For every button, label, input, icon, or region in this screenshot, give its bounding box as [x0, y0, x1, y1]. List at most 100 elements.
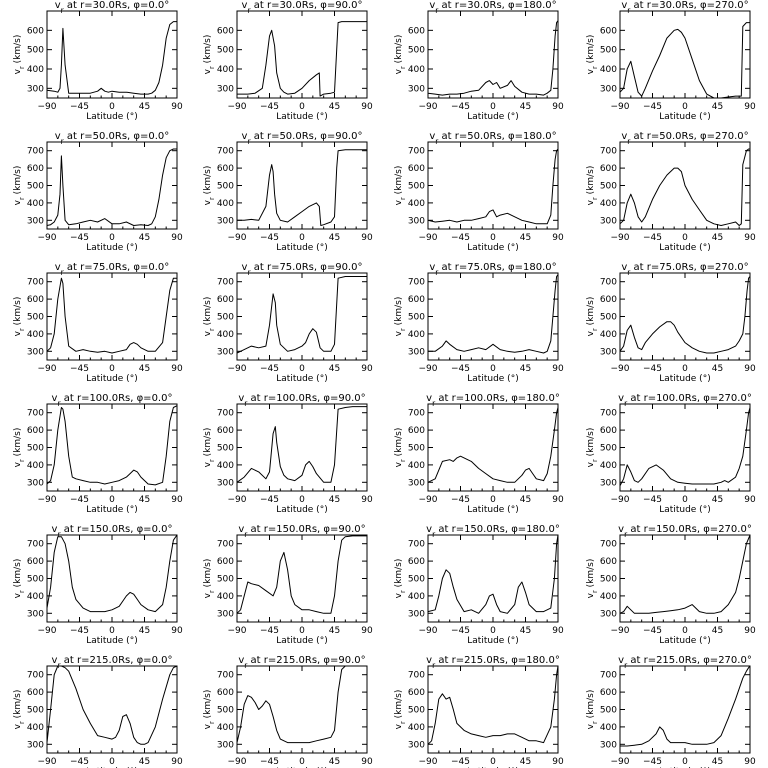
x-axis-label: Latitude (°) — [86, 636, 137, 646]
plot-frame — [236, 534, 368, 623]
x-tick-label: −90 — [419, 102, 438, 112]
x-tick-label: 0 — [682, 102, 688, 112]
series-line — [236, 665, 367, 744]
x-tick-label: −45 — [451, 102, 470, 112]
y-axis-label: vr (km/s) — [13, 428, 26, 468]
y-tick-label: 600 — [217, 426, 234, 436]
y-axis-label: vr (km/s) — [13, 297, 26, 337]
y-tick-label: 500 — [217, 706, 234, 716]
panel-12: vr at r=75.0Rs, φ=270.0° −90 −45 0 45 90 300 40… — [586, 262, 756, 384]
y-tick-label: 400 — [408, 330, 425, 340]
x-tick-label: −90 — [611, 626, 630, 636]
panel-16: vr at r=100.0Rs, φ=270.0° −90 −45 0 45 90 300 4… — [586, 393, 756, 515]
panel-title: vr at r=215.0Rs, φ=0.0° — [52, 655, 173, 670]
y-axis-label: vr (km/s) — [394, 297, 407, 337]
y-tick-label: 300 — [217, 609, 234, 619]
x-tick-label: −45 — [70, 757, 89, 767]
x-tick-label: −90 — [611, 757, 630, 767]
y-tick-label: 600 — [408, 164, 425, 174]
plot-frame — [46, 665, 178, 754]
y-tick-label: 400 — [408, 65, 425, 75]
y-tick-label: 300 — [27, 347, 44, 357]
y-axis-label: vr (km/s) — [13, 690, 26, 730]
x-tick-label: 0 — [490, 757, 496, 767]
x-tick-label: 90 — [744, 757, 756, 767]
x-axis-label: Latitude (°) — [276, 112, 327, 122]
series-line — [236, 535, 367, 614]
x-tick-label: 45 — [712, 364, 723, 374]
series-line — [236, 406, 367, 483]
x-axis-label: Latitude (°) — [86, 505, 137, 515]
x-tick-label: 0 — [682, 364, 688, 374]
x-tick-label: −90 — [228, 364, 247, 374]
y-tick-label: 700 — [217, 671, 234, 681]
y-tick-label: 400 — [217, 592, 234, 602]
y-tick-label: 300 — [600, 740, 617, 750]
y-axis-label: vr (km/s) — [586, 297, 599, 337]
x-tick-label: −90 — [611, 233, 630, 243]
x-tick-label: −90 — [228, 757, 247, 767]
x-tick-label: 45 — [712, 233, 723, 243]
x-tick-label: 0 — [109, 757, 115, 767]
x-tick-label: 45 — [712, 757, 723, 767]
x-tick-label: 90 — [744, 495, 756, 505]
y-tick-label: 600 — [408, 26, 425, 36]
x-tick-label: 90 — [171, 757, 183, 767]
x-tick-label: −90 — [38, 364, 57, 374]
panel-15: vr at r=100.0Rs, φ=180.0° −90 −45 0 45 90 300 4… — [394, 393, 564, 515]
y-tick-label: 600 — [27, 164, 44, 174]
series-line — [620, 665, 751, 747]
series-line — [427, 407, 559, 483]
x-axis-label: Latitude (°) — [276, 243, 327, 253]
panel-title: vr at r=50.0Rs, φ=270.0° — [621, 131, 748, 146]
y-tick-label: 300 — [27, 740, 44, 750]
x-tick-label: 0 — [682, 233, 688, 243]
y-tick-label: 500 — [408, 46, 425, 56]
y-tick-label: 500 — [217, 575, 234, 585]
panel-13: vr at r=100.0Rs, φ=0.0° −90 −45 0 45 90 300 400… — [13, 393, 183, 515]
y-tick-label: 400 — [600, 330, 617, 340]
x-tick-label: 0 — [490, 233, 496, 243]
y-tick-label: 700 — [408, 147, 425, 157]
x-tick-label: 90 — [171, 626, 183, 636]
x-tick-label: 0 — [109, 102, 115, 112]
y-tick-label: 300 — [217, 740, 234, 750]
plot-frame — [236, 403, 368, 492]
y-tick-label: 700 — [408, 540, 425, 550]
y-axis-label: vr (km/s) — [203, 297, 216, 337]
x-tick-label: −90 — [611, 495, 630, 505]
x-tick-label: 45 — [139, 626, 150, 636]
panel-11: vr at r=75.0Rs, φ=180.0° −90 −45 0 45 90 300 40… — [394, 262, 564, 384]
panel-title: vr at r=30.0Rs, φ=90.0° — [242, 0, 363, 15]
y-tick-label: 400 — [600, 65, 617, 75]
y-tick-label: 600 — [600, 164, 617, 174]
panel-title: vr at r=50.0Rs, φ=180.0° — [429, 131, 556, 146]
y-tick-label: 500 — [27, 46, 44, 56]
panel-19: vr at r=150.0Rs, φ=180.0° −90 −45 0 45 90 300 4… — [394, 524, 564, 646]
panel-2: vr at r=30.0Rs, φ=90.0° −90 −45 0 45 90 300 400… — [203, 0, 373, 122]
y-tick-label: 700 — [600, 278, 617, 288]
x-tick-label: −90 — [38, 626, 57, 636]
y-tick-label: 300 — [217, 478, 234, 488]
y-tick-label: 600 — [408, 557, 425, 567]
series-line — [619, 148, 750, 226]
y-tick-label: 700 — [217, 409, 234, 419]
x-tick-label: 45 — [329, 233, 340, 243]
y-tick-label: 500 — [27, 313, 44, 323]
x-tick-label: −90 — [38, 102, 57, 112]
x-tick-label: −45 — [260, 233, 279, 243]
series-line — [237, 149, 367, 226]
panel-14: vr at r=100.0Rs, φ=90.0° −90 −45 0 45 90 300 40… — [203, 393, 373, 515]
panel-title: vr at r=30.0Rs, φ=0.0° — [55, 0, 170, 15]
x-tick-label: 0 — [109, 233, 115, 243]
x-tick-label: 90 — [744, 364, 756, 374]
x-axis-label: Latitude (°) — [659, 505, 710, 515]
x-tick-label: −90 — [38, 495, 57, 505]
x-tick-label: 90 — [552, 626, 564, 636]
y-tick-label: 700 — [408, 278, 425, 288]
y-tick-label: 500 — [217, 444, 234, 454]
series-line — [619, 276, 751, 354]
y-tick-label: 600 — [217, 688, 234, 698]
panel-22: vr at r=215.0Rs, φ=90.0° −90 −45 0 45 90 300 40… — [203, 655, 373, 768]
y-tick-label: 300 — [27, 478, 44, 488]
